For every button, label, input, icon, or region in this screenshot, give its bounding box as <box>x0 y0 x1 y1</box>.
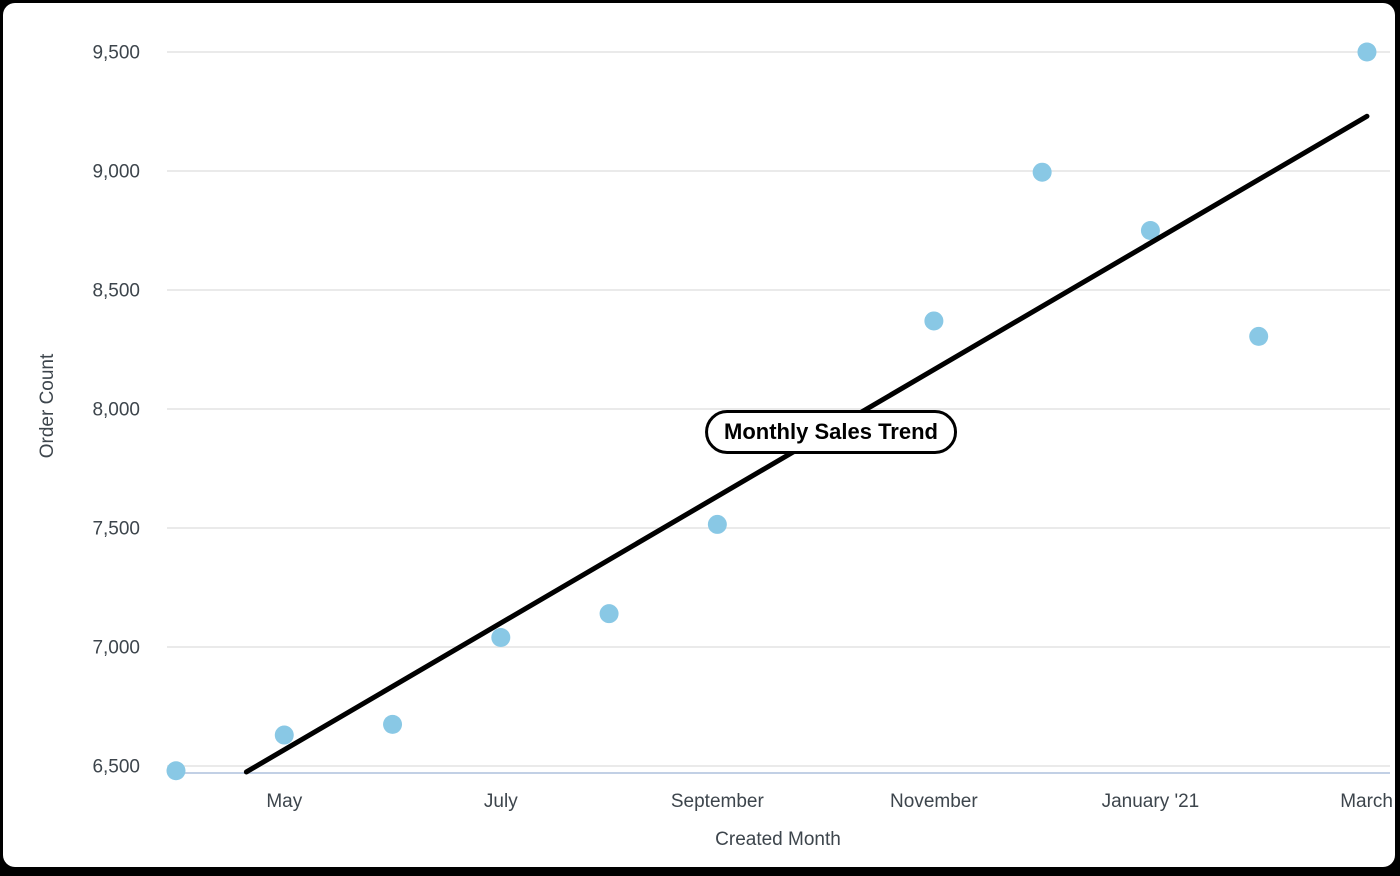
x-tick-label: July <box>484 791 518 812</box>
y-tick-label: 8,000 <box>92 400 140 421</box>
y-tick-label: 7,500 <box>92 519 140 540</box>
scatter-chart: 6,500 7,000 7,500 8,000 8,500 9,000 9,500 May Ju… <box>92 42 1393 812</box>
data-point[interactable] <box>383 714 403 734</box>
data-point[interactable] <box>1249 326 1269 346</box>
x-tick-label: March <box>1340 791 1393 812</box>
x-tick-label: January '21 <box>1102 791 1200 812</box>
data-point[interactable] <box>707 514 727 534</box>
x-axis-title: Created Month <box>715 829 841 850</box>
data-point[interactable] <box>1032 162 1052 182</box>
y-tick-label: 8,500 <box>92 281 140 302</box>
data-point[interactable] <box>1357 42 1377 62</box>
data-point[interactable] <box>1140 221 1160 240</box>
y-tick-label: 9,500 <box>92 43 140 64</box>
y-tick-label: 7,000 <box>92 638 140 659</box>
chart-stage: 6,500 7,000 7,500 8,000 8,500 9,000 9,500 May Ju… <box>3 3 1395 867</box>
y-tick-label: 9,000 <box>92 162 140 183</box>
data-point[interactable] <box>274 725 294 745</box>
data-point[interactable] <box>166 761 186 781</box>
y-axis-title: Order Count <box>37 353 58 459</box>
x-tick-label: May <box>266 791 302 812</box>
chart-panel: 6,500 7,000 7,500 8,000 8,500 9,000 9,500 May Ju… <box>3 3 1395 867</box>
data-point[interactable] <box>491 627 511 647</box>
data-point[interactable] <box>599 604 619 624</box>
chart-title-pill: Monthly Sales Trend <box>705 410 957 454</box>
data-point[interactable] <box>924 311 944 331</box>
y-tick-label: 6,500 <box>92 757 140 778</box>
x-tick-label: November <box>890 791 978 812</box>
x-tick-label: September <box>671 791 765 812</box>
